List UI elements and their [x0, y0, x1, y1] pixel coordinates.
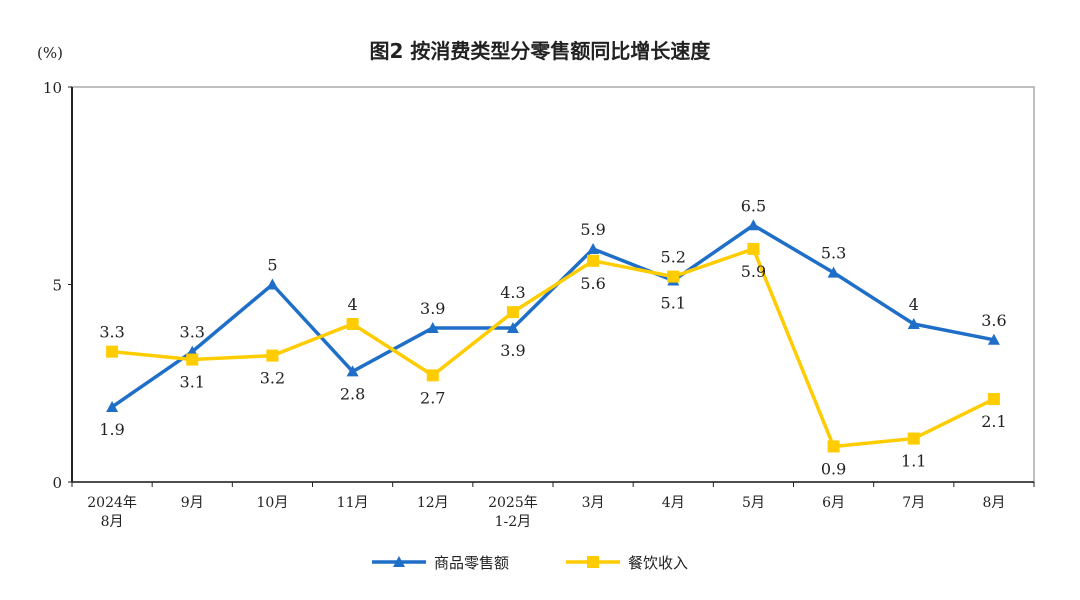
x-tick-label: 3月	[582, 495, 605, 511]
data-label: 5.6	[580, 274, 605, 293]
data-label: 3.1	[180, 373, 205, 392]
x-tick-label: 10月	[257, 495, 289, 511]
data-point-square	[747, 242, 760, 255]
data-point-triangle	[506, 321, 519, 333]
y-axis-unit: (%)	[37, 44, 63, 62]
series-group: 1.93.352.83.93.95.95.16.55.343.63.33.1 3.…	[99, 196, 1006, 478]
data-label: 3.9	[420, 299, 445, 318]
x-tick-label: 8月	[982, 495, 1005, 511]
data-point-triangle	[346, 365, 359, 377]
data-label: 5.2	[661, 248, 686, 267]
series-catering: 3.3 3.1 3.2 4 2.7 4.3 5.6 5.2 5.9 0.9 1.1 2.1	[99, 242, 1007, 478]
data-point-triangle	[587, 242, 600, 254]
data-label: 1.1	[901, 452, 926, 471]
y-axis: 0 5 10	[43, 79, 72, 492]
legend-marker-triangle	[393, 556, 405, 567]
data-label: 3.6	[981, 311, 1006, 330]
data-label: 2.1	[981, 412, 1006, 431]
series-retail-goods: 1.9 3.3 5 2.8 3.9 3.9 5.9 5.1 6.5 5.3 4 3.6	[99, 196, 1006, 439]
data-point-triangle	[106, 400, 119, 412]
x-tick-label: 1-2月	[495, 514, 532, 530]
x-tick-label: 4月	[662, 495, 685, 511]
data-label: 5	[267, 256, 277, 275]
data-point-square	[106, 345, 119, 358]
x-tick-label: 11月	[337, 495, 369, 511]
data-point-square	[987, 393, 1000, 406]
data-point-square	[506, 306, 519, 319]
x-tick-label: 8月	[101, 514, 124, 530]
data-label: 4	[909, 295, 919, 314]
data-label: 4	[347, 295, 357, 314]
data-point-triangle	[266, 278, 279, 290]
data-label: 0.9	[821, 459, 846, 478]
data-point-triangle	[426, 321, 439, 333]
data-label: 1.9	[99, 420, 124, 439]
data-point-square	[186, 353, 199, 366]
data-point-triangle	[987, 333, 1000, 345]
legend-marker-square	[587, 556, 599, 568]
legend: 商品零售额 餐饮收入	[372, 554, 688, 572]
legend-label: 餐饮收入	[628, 554, 688, 572]
data-point-square	[907, 432, 920, 445]
x-tick-label: 5月	[742, 495, 765, 511]
data-label: 6.5	[741, 196, 766, 215]
data-label: 5.9	[580, 220, 605, 239]
x-tick-label: 7月	[902, 495, 925, 511]
data-label: 2.8	[340, 384, 365, 403]
chart-title: 图2 按消费类型分零售额同比增长速度	[370, 39, 712, 63]
data-point-triangle	[827, 266, 840, 278]
data-label: 3.3	[99, 323, 124, 342]
data-point-square	[426, 369, 439, 382]
data-label: 5.9	[741, 262, 766, 281]
data-point-square	[266, 349, 279, 362]
legend-label: 商品零售额	[434, 554, 509, 572]
data-label: 2.7	[420, 388, 445, 407]
x-axis: 2024年 8月 9月 10月 11月 12月 2025年 1-2月 3月 4月 5月 6月 7月 8月	[71, 482, 1035, 530]
data-point-triangle	[747, 219, 760, 231]
data-point-square	[827, 440, 840, 453]
x-tick-label: 2025年	[488, 495, 538, 511]
x-tick-label: 9月	[181, 495, 204, 511]
data-label: 4.3	[500, 283, 525, 302]
x-tick-label: 6月	[822, 495, 845, 511]
series-line	[111, 247, 995, 449]
data-label: 3.9	[500, 341, 525, 360]
y-tick-label: 0	[52, 474, 62, 492]
y-tick-label: 10	[43, 79, 62, 97]
data-point-square	[587, 254, 600, 267]
series-line	[111, 223, 995, 409]
data-point-square	[346, 318, 359, 330]
data-label: 5.1	[661, 294, 686, 313]
data-point-triangle	[907, 318, 920, 329]
x-tick-label: 2024年	[87, 495, 137, 511]
x-tick-label: 12月	[417, 495, 449, 511]
data-label: 3.3	[180, 323, 205, 342]
data-label: 3.2	[260, 369, 285, 388]
y-tick-label: 5	[52, 277, 62, 295]
data-label: 5.3	[821, 244, 846, 263]
data-point-square	[667, 270, 680, 283]
